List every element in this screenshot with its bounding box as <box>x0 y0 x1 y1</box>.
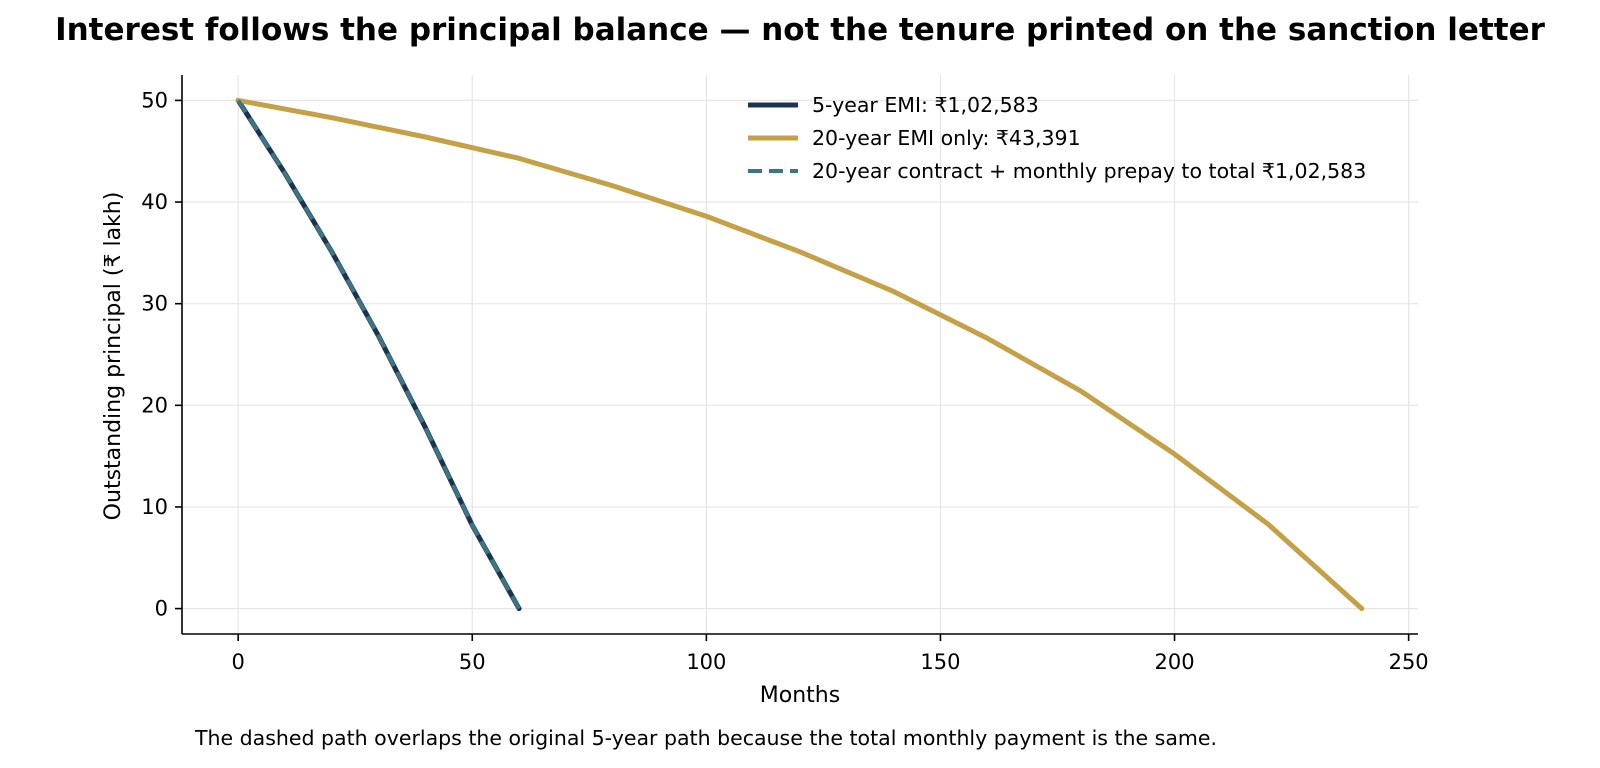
x-tick-label-3: 150 <box>920 650 960 674</box>
chart-caption: The dashed path overlaps the original 5-… <box>195 726 1218 750</box>
y-tick-label-3: 30 <box>141 292 168 316</box>
series-line-2 <box>235 97 1365 612</box>
x-tick-label-0: 0 <box>231 650 244 674</box>
x-tick-label-2: 100 <box>686 650 726 674</box>
series-line-3 <box>236 99 521 610</box>
y-axis-label: Outstanding principal (₹ lakh) <box>101 192 126 521</box>
axes-layer: 0 50 100 150 200 250 0 10 20 30 40 50 <box>141 75 1429 674</box>
y-tick-label-5: 50 <box>141 88 168 112</box>
y-tick-label-2: 20 <box>141 393 168 417</box>
y-tick-label-0: 0 <box>155 597 168 621</box>
series-layer <box>235 97 1365 612</box>
legend: 5-year EMI: ₹1,02,583 20-year EMI only: ₹… <box>748 93 1366 183</box>
x-tick-label-1: 50 <box>459 650 486 674</box>
y-tick-label-4: 40 <box>141 190 168 214</box>
x-tick-label-5: 250 <box>1389 650 1429 674</box>
chart-title: Interest follows the principal balance —… <box>55 12 1545 48</box>
x-tick-label-4: 200 <box>1154 650 1194 674</box>
x-axis-label: Months <box>760 683 840 708</box>
y-tick-label-1: 10 <box>141 495 168 519</box>
legend-label-1: 5-year EMI: ₹1,02,583 <box>812 93 1039 117</box>
legend-label-2: 20-year EMI only: ₹43,391 <box>812 126 1081 150</box>
grid-layer <box>182 75 1418 634</box>
legend-label-3: 20-year contract + monthly prepay to tot… <box>812 159 1366 183</box>
